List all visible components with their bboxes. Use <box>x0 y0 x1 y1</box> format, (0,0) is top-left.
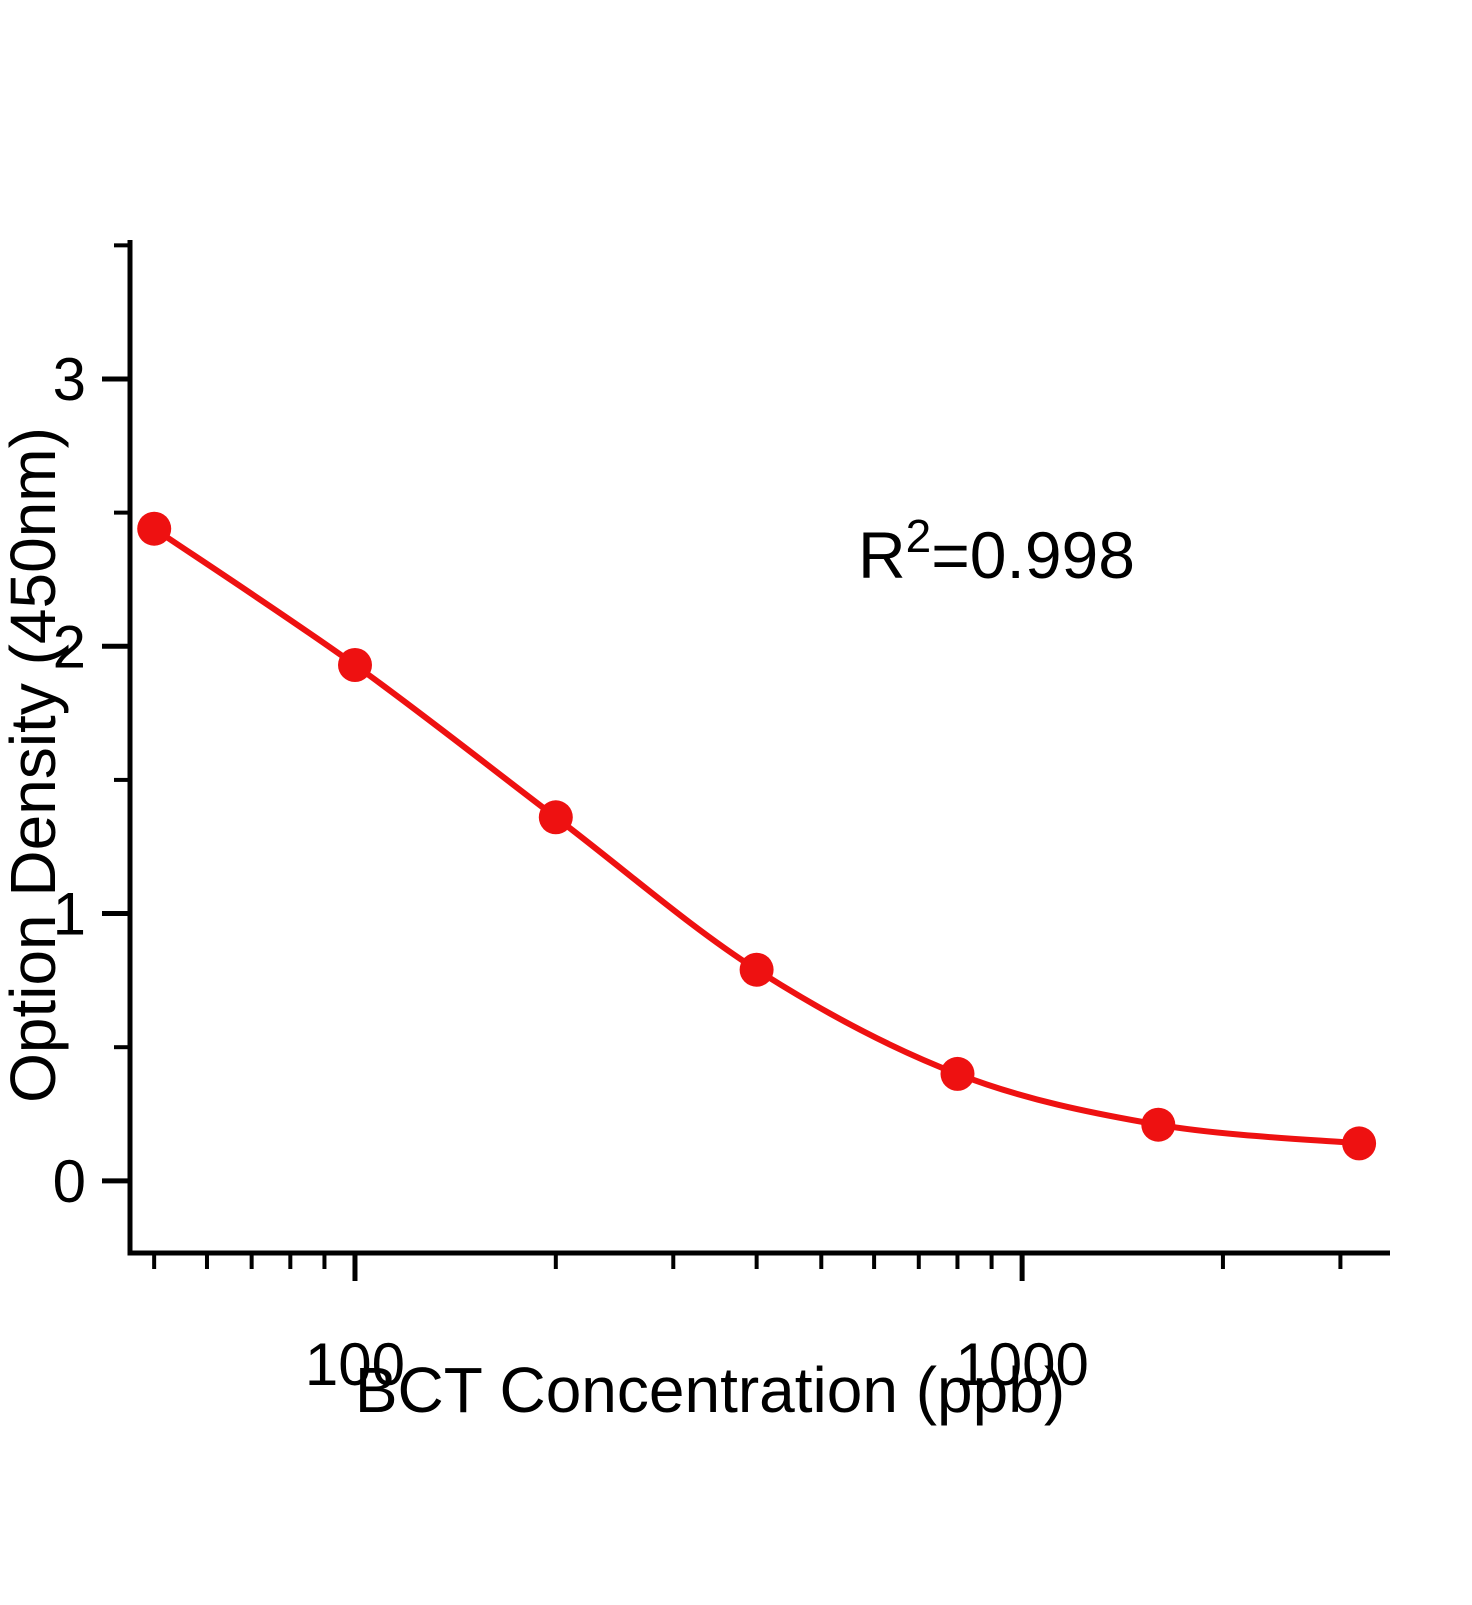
y-tick-label: 2 <box>53 613 86 680</box>
data-point <box>1141 1107 1176 1142</box>
data-point <box>940 1056 975 1091</box>
data-points <box>137 511 1377 1161</box>
tick-labels: 0 1 2 3 100 1000 <box>53 346 1089 1398</box>
y-axis-label: Option Density (450nm) <box>0 427 69 1103</box>
data-point <box>137 511 172 546</box>
r-squared-annotation: R2=0.998 <box>858 510 1135 592</box>
axes-spines <box>127 240 1390 1256</box>
data-point <box>338 648 372 682</box>
x-tick-label: 1000 <box>955 1331 1088 1398</box>
x-axis-label: BCT Concentration (ppb) <box>355 1354 1065 1426</box>
data-point <box>538 800 573 835</box>
data-point <box>739 952 774 987</box>
axis-ticks <box>102 243 1343 1281</box>
y-tick-label: 1 <box>53 881 86 948</box>
y-tick-label: 0 <box>53 1148 86 1215</box>
data-point <box>1342 1126 1377 1161</box>
x-tick-label: 100 <box>305 1331 405 1398</box>
y-tick-label: 3 <box>53 346 86 413</box>
fit-curve <box>151 525 1363 1147</box>
